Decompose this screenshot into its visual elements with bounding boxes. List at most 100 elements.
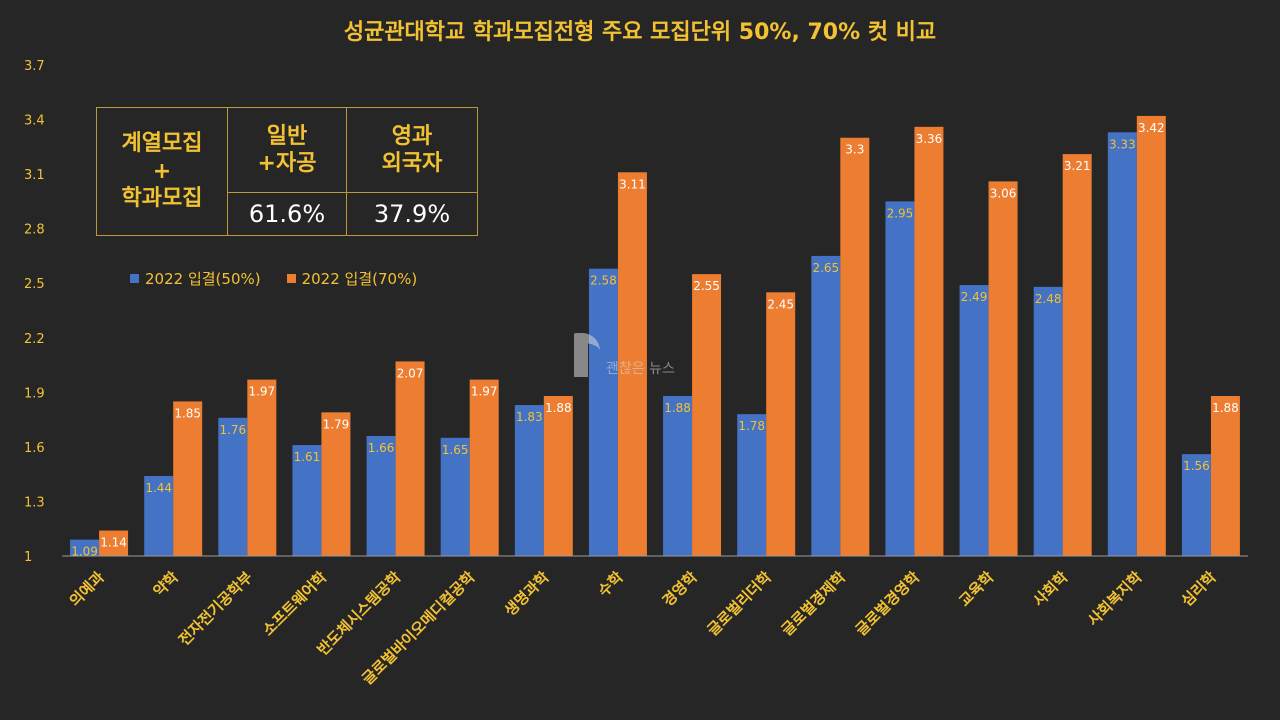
y-tick-label: 1.6 [24, 441, 45, 456]
x-tick-label: 사회복지학 [1084, 568, 1146, 630]
bar-70 [99, 530, 129, 556]
bar-70 [692, 274, 722, 556]
x-tick-label: 심리학 [1178, 568, 1220, 610]
x-tick-label: 교육학 [955, 568, 997, 610]
watermark-logo-icon [574, 333, 600, 377]
bar-50 [1181, 454, 1211, 556]
y-tick-label: 2.5 [24, 277, 45, 292]
value-general: 61.6% [227, 192, 347, 236]
x-tick-label: 소프트웨어학 [259, 568, 330, 639]
data-label-50: 1.66 [368, 441, 395, 455]
bar-70 [321, 412, 351, 556]
row-header-line3: 학과모집 [121, 186, 203, 212]
data-label-70: 1.88 [545, 401, 572, 415]
data-label-70: 1.14 [100, 536, 127, 550]
bar-50 [144, 475, 174, 556]
x-tick-label: 글로벌리더학 [704, 568, 775, 639]
watermark: 괜찮은 뉴스 [574, 332, 675, 378]
data-label-50: 1.78 [738, 419, 765, 433]
col-header-science: 영과 외국자 [346, 107, 478, 193]
bar-70 [247, 379, 277, 556]
data-label-70: 3.21 [1064, 159, 1091, 173]
x-tick-label: 글로벌경제학 [778, 568, 849, 639]
bar-50 [218, 417, 248, 556]
y-axis: 1 1.3 1.6 1.9 2.2 2.5 2.8 3.1 3.4 3.7 [24, 59, 45, 565]
row-header-cell: 계열모집 + 학과모집 [96, 107, 228, 236]
data-label-70: 2.45 [767, 297, 794, 311]
bar-70 [469, 379, 499, 556]
bar-70 [840, 137, 870, 557]
bar-70 [1062, 154, 1092, 556]
bar-70 [617, 172, 647, 556]
legend-swatch-orange [286, 274, 296, 283]
x-tick-label: 수학 [595, 568, 627, 600]
bar-50 [588, 268, 618, 556]
y-tick-label: 1.9 [24, 386, 45, 401]
data-label-50: 1.76 [219, 423, 246, 437]
bar-70 [988, 181, 1018, 556]
bar-70 [173, 401, 203, 556]
data-label-50: 1.56 [1183, 459, 1210, 473]
x-tick-label: 의예과 [66, 568, 108, 610]
y-tick-label: 2.2 [24, 332, 45, 347]
x-tick-label: 약학 [150, 568, 182, 600]
col1-header-line2: +자공 [257, 151, 317, 176]
x-tick-label: 사회학 [1030, 568, 1072, 610]
y-tick-label: 3.1 [24, 168, 45, 183]
legend-swatch-blue [130, 274, 139, 283]
data-label-50: 1.65 [442, 443, 469, 457]
y-tick-label: 3.7 [24, 59, 45, 74]
x-tick-label: 글로벌경영학 [852, 568, 923, 639]
bar-50 [514, 405, 544, 556]
legend-label-70: 2022 입결(70%) [301, 270, 418, 288]
bar-50 [292, 445, 322, 556]
data-label-70: 1.88 [1212, 401, 1239, 415]
col-header-general: 일반 +자공 [227, 107, 347, 193]
bar-50 [811, 255, 841, 556]
x-tick-label: 전자전기공학부 [175, 568, 256, 649]
watermark-text: 괜찮은 뉴스 [606, 361, 675, 377]
legend-item-70: 2022 입결(70%) [286, 268, 418, 289]
data-label-50: 1.83 [516, 410, 543, 424]
bars: 1.091.14 1.44 1.85 1.76 1.97 1.61 1.79 1.66 2.07… [62, 115, 1248, 559]
bar-50 [885, 201, 915, 556]
bar-50 [737, 414, 767, 556]
data-label-50: 2.49 [961, 290, 988, 304]
data-label-70: 1.97 [248, 385, 275, 399]
data-label-50: 2.95 [887, 206, 914, 220]
data-label-70: 3.3 [845, 143, 864, 157]
data-label-70: 3.11 [619, 177, 646, 191]
chart-title: 성균관대학교 학과모집전형 주요 모집단위 50%, 70% 컷 비교 [343, 20, 937, 45]
bar-50 [366, 435, 396, 556]
bar-50 [1107, 132, 1137, 556]
data-label-70: 1.79 [323, 417, 350, 431]
data-label-50: 1.61 [294, 450, 321, 464]
col2-header-line2: 외국자 [381, 151, 443, 176]
data-label-70: 3.36 [916, 132, 943, 146]
bar-50 [1033, 286, 1063, 556]
data-label-70: 3.06 [990, 186, 1017, 200]
y-tick-label: 2.8 [24, 223, 45, 238]
x-tick-label: 생명과학 [501, 568, 553, 620]
col1-header-line1: 일반 [266, 123, 308, 149]
data-label-50: 2.48 [1035, 292, 1062, 306]
legend: 2022 입결(50%) 2022 입결(70%) [130, 268, 417, 289]
bar-50 [959, 285, 989, 556]
bar-50 [663, 395, 693, 556]
bar-50 [70, 539, 100, 556]
data-label-70: 1.85 [174, 406, 201, 420]
data-label-70: 2.55 [693, 279, 720, 293]
bar-70 [1210, 395, 1240, 556]
col2-header-line1: 영과 [391, 123, 433, 149]
data-label-50: 1.88 [664, 401, 691, 415]
data-label-50: 1.09 [71, 545, 98, 559]
info-table: 계열모집 + 학과모집 일반 +자공 영과 외국자 61.6% 37.9% [96, 107, 478, 236]
bar-70 [1136, 115, 1166, 556]
row-header-line1: 계열모집 [121, 131, 203, 157]
bar-70 [543, 395, 573, 556]
data-label-50: 2.65 [812, 261, 839, 275]
data-label-50: 1.44 [145, 481, 172, 495]
legend-item-50: 2022 입결(50%) [130, 268, 261, 289]
data-label-70: 2.07 [397, 366, 424, 380]
